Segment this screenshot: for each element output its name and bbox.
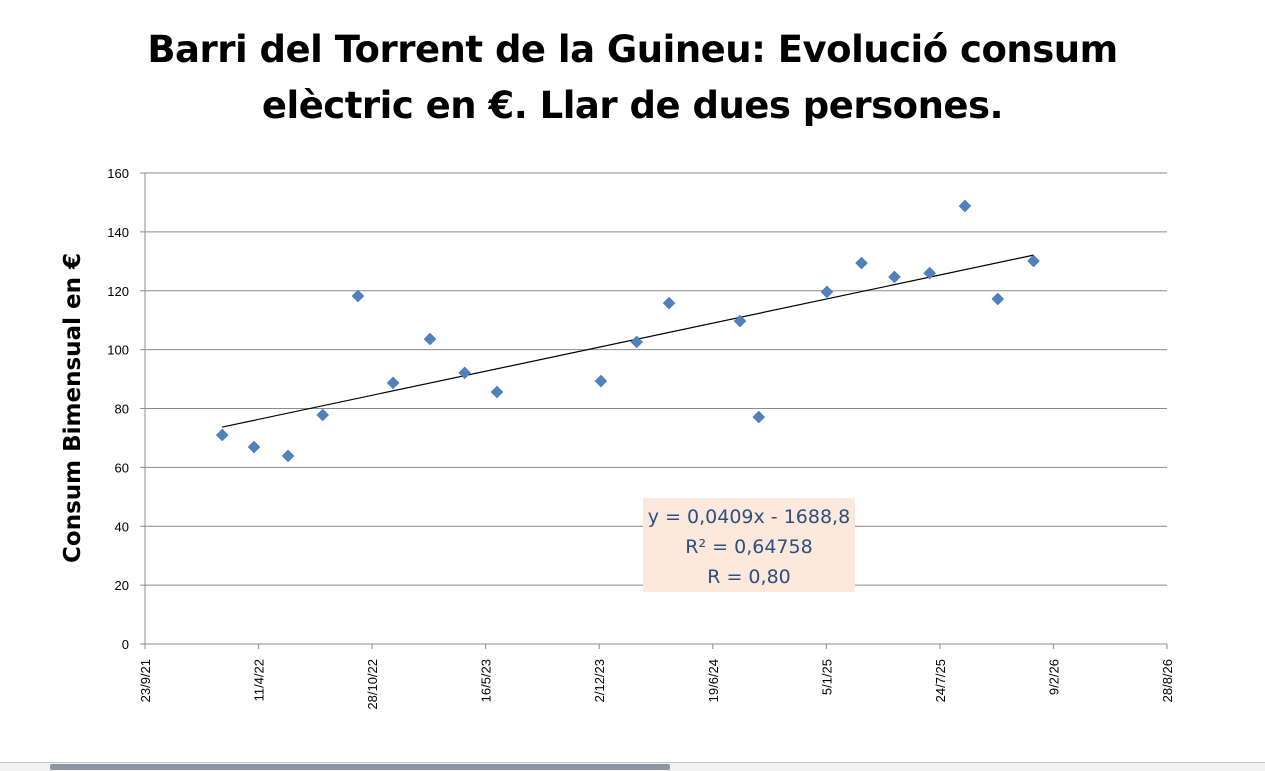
data-point bbox=[820, 285, 834, 299]
chart-title-line-2: elèctric en €. Llar de dues persones. bbox=[261, 84, 1004, 127]
data-point bbox=[733, 314, 747, 328]
trendline bbox=[222, 254, 1034, 428]
data-point bbox=[888, 270, 901, 284]
data-point bbox=[630, 335, 644, 349]
chart-title-line-1: Barri del Torrent de la Guineu: Evolució… bbox=[147, 28, 1118, 71]
data-point bbox=[1027, 254, 1040, 268]
data-point bbox=[316, 408, 330, 422]
data-point bbox=[991, 292, 1005, 306]
data-point bbox=[855, 256, 868, 270]
data-point bbox=[281, 449, 295, 463]
trendline-equation: y = 0,0409x - 1688,8 bbox=[647, 506, 851, 528]
trendline-equation-box: y = 0,0409x - 1688,8 R² = 0,64758 R = 0,… bbox=[643, 498, 855, 592]
x-tick-label: 16/5/23 bbox=[479, 659, 494, 702]
data-point bbox=[386, 376, 400, 390]
data-point bbox=[958, 199, 972, 213]
data-point bbox=[923, 266, 937, 280]
data-point bbox=[594, 374, 608, 388]
tick-labels: 0 20 40 60 80 100 120 140 160 23/9/21 11/4/22 28/10… bbox=[107, 166, 1175, 710]
x-tick-label: 28/10/22 bbox=[365, 659, 380, 710]
data-point bbox=[351, 289, 365, 303]
data-point bbox=[215, 428, 229, 442]
r-squared: R² = 0,64758 bbox=[685, 536, 813, 558]
data-point bbox=[490, 385, 504, 399]
x-tick-label: 5/1/25 bbox=[819, 659, 834, 695]
data-point bbox=[423, 332, 437, 346]
data-point bbox=[662, 296, 676, 310]
x-tick-label: 23/9/21 bbox=[138, 659, 153, 702]
scrollbar-thumb[interactable] bbox=[50, 764, 670, 770]
y-tick-label: 0 bbox=[122, 637, 129, 652]
gridlines bbox=[145, 172, 1167, 586]
y-tick-label: 120 bbox=[107, 284, 129, 299]
data-point bbox=[752, 410, 766, 424]
y-tick-label: 160 bbox=[107, 166, 129, 181]
data-points bbox=[215, 199, 1040, 463]
y-tick-label: 60 bbox=[115, 460, 129, 475]
y-axis-label: Consum Bimensual en € bbox=[60, 253, 86, 563]
data-point bbox=[247, 440, 261, 454]
x-tick-label: 9/2/26 bbox=[1046, 659, 1061, 695]
x-tick-label: 2/12/23 bbox=[592, 659, 607, 702]
r-value: R = 0,80 bbox=[707, 566, 791, 588]
y-tick-label: 140 bbox=[107, 225, 129, 240]
y-tick-label: 40 bbox=[115, 519, 129, 534]
data-point bbox=[458, 366, 472, 380]
x-tick-label: 19/6/24 bbox=[706, 659, 721, 702]
y-tick-label: 80 bbox=[115, 402, 129, 417]
axes bbox=[140, 172, 1168, 649]
y-tick-label: 100 bbox=[107, 343, 129, 358]
x-tick-label: 24/7/25 bbox=[933, 659, 948, 702]
y-tick-label: 20 bbox=[115, 578, 129, 593]
chart-title: Barri del Torrent de la Guineu: Evolució… bbox=[0, 22, 1265, 134]
x-tick-label: 11/4/22 bbox=[252, 659, 267, 701]
x-tick-label: 28/8/26 bbox=[1160, 659, 1175, 702]
